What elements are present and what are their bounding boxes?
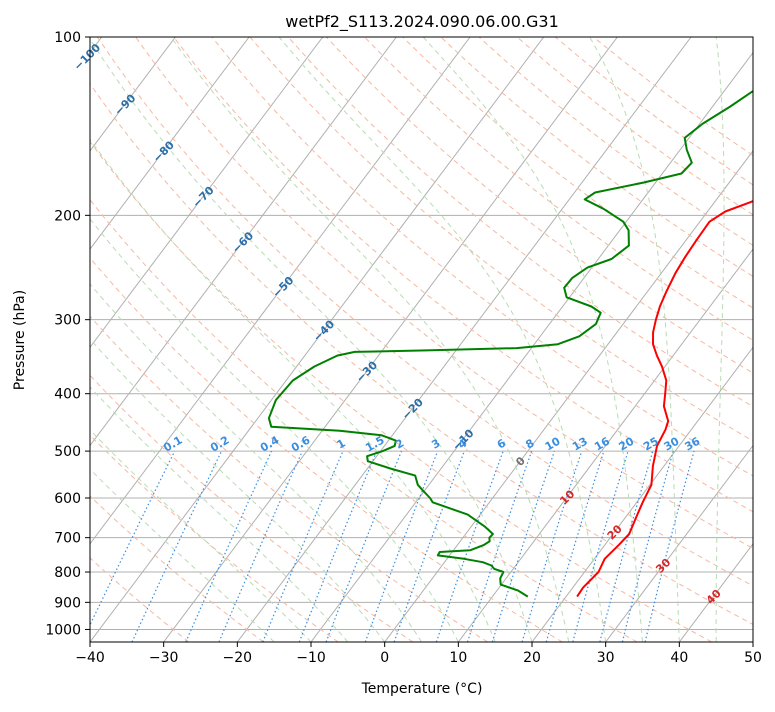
y-tick-label: 200 xyxy=(54,208,81,224)
x-tick-label: 20 xyxy=(523,650,541,666)
x-tick-label: 40 xyxy=(670,650,688,666)
x-tick-label: −30 xyxy=(149,650,179,666)
y-tick-label: 1000 xyxy=(45,622,81,638)
y-tick-label: 500 xyxy=(54,444,81,460)
y-tick-label: 700 xyxy=(54,531,81,547)
x-tick-label: 0 xyxy=(380,650,389,666)
y-tick-label: 400 xyxy=(54,387,81,403)
y-axis-label: Pressure (hPa) xyxy=(12,290,28,390)
x-axis-label: Temperature (°C) xyxy=(361,681,483,697)
x-tick-label: 30 xyxy=(597,650,615,666)
x-tick-label: −10 xyxy=(296,650,326,666)
y-tick-label: 300 xyxy=(54,313,81,329)
chart-title: wetPf2_S113.2024.090.06.00.G31 xyxy=(285,12,559,32)
x-tick-label: 50 xyxy=(744,650,762,666)
y-tick-label: 800 xyxy=(54,565,81,581)
y-tick-label: 600 xyxy=(54,491,81,507)
y-tick-label: 900 xyxy=(54,595,81,611)
x-tick-label: −40 xyxy=(75,650,105,666)
x-tick-label: −20 xyxy=(223,650,253,666)
x-tick-label: 10 xyxy=(449,650,467,666)
y-tick-label: 100 xyxy=(54,30,81,46)
